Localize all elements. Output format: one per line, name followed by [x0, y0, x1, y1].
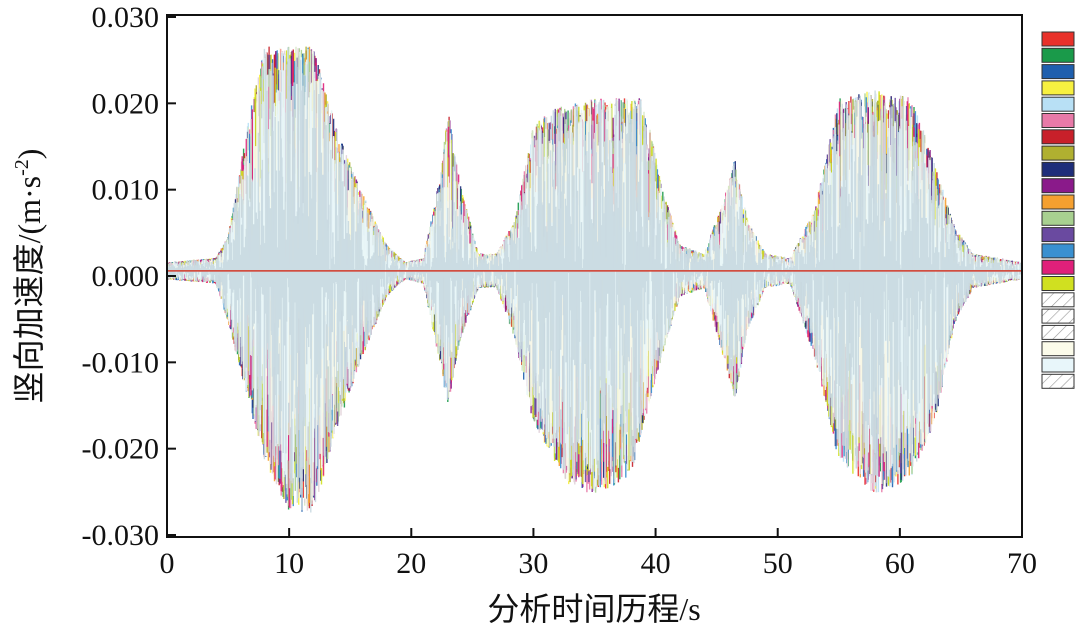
- legend-swatch-6: [1041, 113, 1075, 128]
- x-axis: 0 10 20 30 40 50 60 70: [160, 528, 1037, 580]
- legend-swatch-12: [1041, 210, 1075, 226]
- legend-swatch-22: [1041, 373, 1075, 389]
- x-tick-label: 60: [885, 547, 915, 580]
- legend-swatch-9: [1041, 161, 1075, 177]
- x-axis-title: 分析时间历程/s: [487, 591, 700, 627]
- legend-swatch-15: [1041, 259, 1075, 275]
- y-axis: 0.030 0.020 0.010 0.000 -0.010 -0.020 -0.030: [82, 1, 176, 552]
- x-tick-label: 70: [1007, 547, 1037, 580]
- x-tick-label: 50: [763, 547, 793, 580]
- legend-swatch-13: [1041, 227, 1075, 243]
- x-tick-label: 40: [641, 547, 671, 580]
- legend-swatch-20: [1041, 341, 1075, 357]
- y-tick-label: 0.030: [92, 1, 160, 34]
- y-tick-label: -0.010: [82, 346, 160, 379]
- x-tick-label: 30: [518, 547, 548, 580]
- legend-swatch-5: [1041, 96, 1075, 112]
- series-traces: [167, 46, 1022, 513]
- legend-swatch-18: [1041, 308, 1075, 324]
- legend-swatch-19: [1041, 324, 1075, 340]
- y-tick-label: 0.000: [92, 260, 160, 293]
- legend-swatch-3: [1041, 64, 1075, 80]
- y-tick-label: 0.010: [92, 174, 160, 207]
- y-tick-label: -0.020: [82, 433, 160, 466]
- legend-swatch-16: [1041, 276, 1075, 291]
- y-tick-label: 0.020: [92, 87, 160, 120]
- legend: [1041, 31, 1075, 389]
- y-axis-title: 竖向加速度/(m·s-2): [11, 149, 47, 404]
- legend-swatch-4: [1041, 80, 1075, 96]
- legend-swatch-8: [1041, 145, 1075, 161]
- legend-swatch-10: [1041, 178, 1075, 194]
- legend-swatch-21: [1041, 357, 1075, 373]
- legend-swatch-14: [1041, 243, 1075, 259]
- legend-swatch-17: [1041, 292, 1075, 308]
- y-tick-label: -0.030: [82, 519, 160, 552]
- legend-swatch-1: [1041, 31, 1075, 47]
- legend-swatch-2: [1041, 47, 1075, 63]
- x-tick-label: 10: [274, 547, 304, 580]
- series-trace-22: [167, 47, 1022, 503]
- legend-swatch-11: [1041, 194, 1075, 210]
- x-tick-label: 0: [160, 547, 175, 580]
- legend-swatch-7: [1041, 129, 1075, 145]
- x-tick-label: 20: [396, 547, 426, 580]
